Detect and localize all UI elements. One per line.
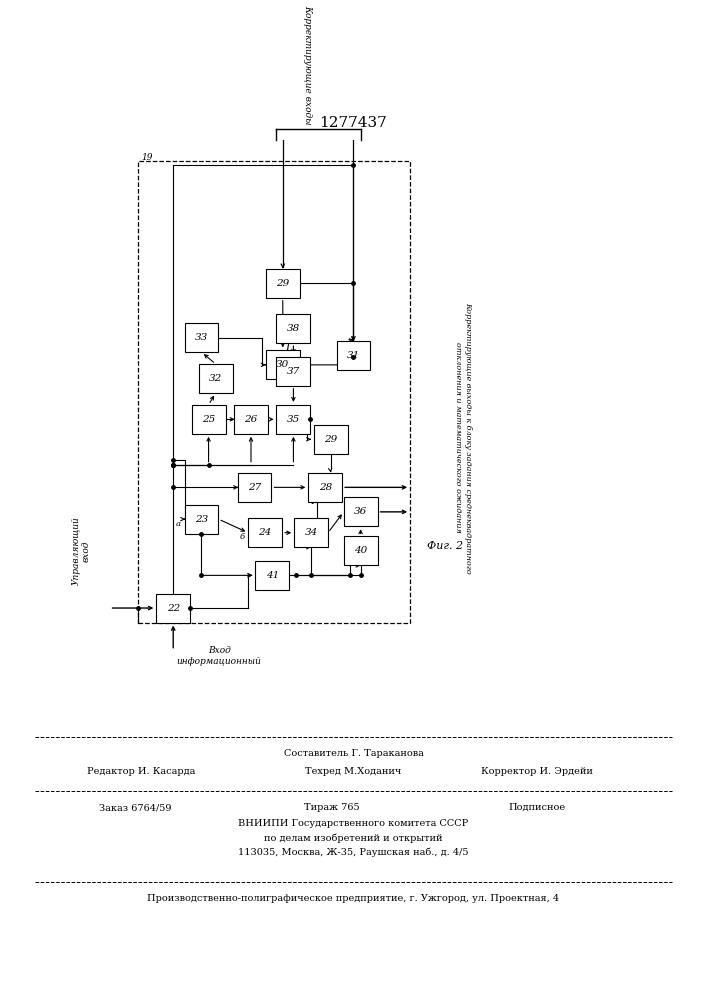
Text: 35: 35 [287,415,300,424]
Bar [255,561,289,590]
Text: 28: 28 [319,483,332,492]
Text: Тираж 765: Тираж 765 [305,803,360,812]
Bar [248,518,282,547]
Bar [276,405,310,434]
Bar [199,364,233,393]
Text: 33: 33 [195,333,208,342]
Bar [314,425,348,454]
Text: 25: 25 [202,415,215,424]
Text: 38: 38 [287,324,300,333]
Text: Редактор И. Касарда: Редактор И. Касарда [87,767,196,776]
Bar [185,323,218,352]
Text: Подписное: Подписное [509,803,566,812]
Text: 26: 26 [245,415,257,424]
Bar [344,497,378,526]
Bar [238,473,271,502]
Bar [185,505,218,534]
Text: а: а [176,520,181,528]
Bar [276,314,310,343]
Text: 24: 24 [259,528,271,537]
Bar [276,357,310,386]
Text: 29: 29 [276,279,289,288]
Bar [294,518,328,547]
Text: 23: 23 [195,515,208,524]
Text: 27: 27 [248,483,261,492]
Text: б: б [240,533,245,541]
Text: 41: 41 [266,571,279,580]
Text: 22: 22 [167,604,180,613]
Text: 37: 37 [287,367,300,376]
Text: Техред М.Ходанич: Техред М.Ходанич [305,767,402,776]
Text: Фиг. 2: Фиг. 2 [427,541,464,551]
Text: Корректирующие выходы к блоку задания среднеквадратного
отклонения и математичес: Корректирующие выходы к блоку задания ср… [455,302,472,573]
Text: ВНИИПИ Государственного комитета СССР: ВНИИПИ Государственного комитета СССР [238,819,469,828]
Bar [344,536,378,565]
Bar [234,405,268,434]
Text: по делам изобретений и открытий: по делам изобретений и открытий [264,834,443,843]
Bar [138,161,410,623]
Text: 36: 36 [354,507,367,516]
Text: Составитель Г. Тараканова: Составитель Г. Тараканова [284,749,423,758]
Text: 1277437: 1277437 [320,116,387,130]
Bar [308,473,342,502]
Text: 113035, Москва, Ж-35, Раушская наб., д. 4/5: 113035, Москва, Ж-35, Раушская наб., д. … [238,848,469,857]
Bar [266,350,300,379]
Text: 34: 34 [305,528,317,537]
Text: Управляющий
вход: Управляющий вход [71,516,91,585]
Text: 29: 29 [325,435,337,444]
Text: Производственно-полиграфическое предприятие, г. Ужгород, ул. Проектная, 4: Производственно-полиграфическое предприя… [148,894,559,903]
Text: 19: 19 [141,153,153,162]
Bar [156,594,190,623]
Text: 30: 30 [276,360,289,369]
Text: Корректирующие входы: Корректирующие входы [303,5,312,124]
Bar [192,405,226,434]
Text: Заказ 6764/59: Заказ 6764/59 [99,803,172,812]
Text: 32: 32 [209,374,222,383]
Text: 40: 40 [354,546,367,555]
Text: Корректор И. Эрдейи: Корректор И. Эрдейи [481,767,593,776]
Bar [266,269,300,298]
Text: Вход
информационный: Вход информационный [177,646,262,666]
Bar [337,341,370,370]
Text: 31: 31 [347,351,360,360]
